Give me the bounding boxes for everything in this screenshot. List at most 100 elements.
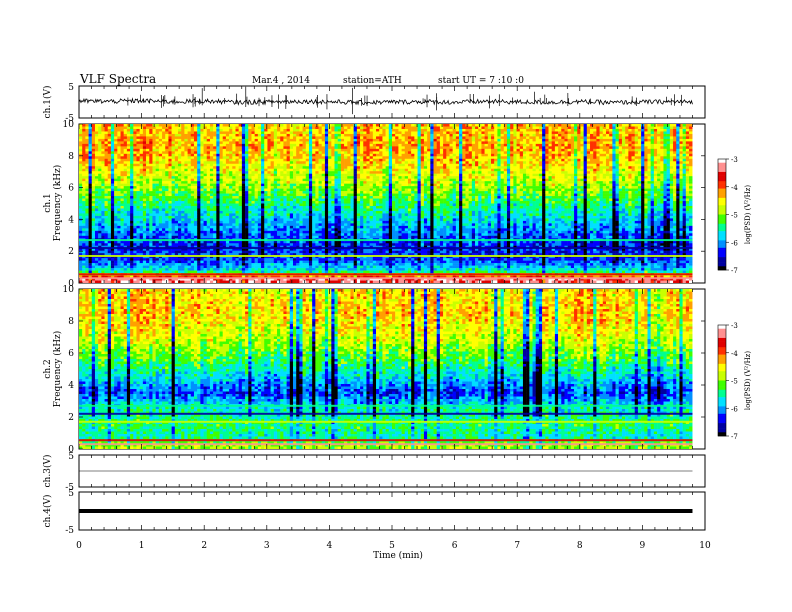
heatmap-cell — [120, 133, 124, 137]
heatmap-cell — [165, 131, 169, 135]
heatmap-cell — [289, 203, 294, 207]
heatmap-cell — [126, 248, 131, 251]
heatmap-cell — [165, 213, 169, 217]
heatmap-cell — [261, 176, 265, 179]
heatmap-cell — [251, 253, 255, 256]
heatmap-cell — [155, 156, 160, 160]
heatmap-cell — [181, 213, 185, 217]
heatmap-cell — [136, 205, 140, 209]
heatmap-cell — [225, 268, 230, 271]
heatmap-cell — [165, 208, 169, 212]
heatmap-cell — [114, 248, 118, 251]
heatmap-cell — [88, 233, 93, 237]
heatmap-cell — [235, 124, 239, 127]
heatmap-cell — [117, 181, 121, 184]
heatmap-cell — [110, 240, 115, 244]
heatmap-cell — [241, 171, 246, 174]
heatmap-cell — [184, 240, 188, 244]
heatmap-cell — [200, 198, 204, 202]
heatmap-cell — [245, 181, 249, 184]
heatmap-cell — [91, 158, 96, 162]
heatmap-cell — [79, 188, 83, 192]
heatmap-cell — [251, 191, 255, 194]
heatmap-cell — [91, 268, 96, 271]
heatmap-cell — [245, 156, 249, 160]
heatmap-cell — [238, 156, 243, 160]
heatmap-cell — [283, 210, 287, 214]
heatmap-cell — [190, 208, 195, 212]
heatmap-cell — [203, 146, 207, 150]
heatmap-cell — [98, 218, 102, 222]
heatmap-cell — [219, 268, 223, 271]
heatmap-cell — [139, 151, 144, 155]
heatmap-cell — [142, 220, 147, 224]
heatmap-cell — [120, 136, 124, 140]
heatmap-cell — [321, 223, 326, 227]
heatmap-cell — [178, 205, 182, 209]
heatmap-cell — [146, 210, 150, 214]
heatmap-cell — [136, 210, 140, 214]
heatmap-cell — [133, 260, 137, 264]
heatmap-cell — [85, 278, 89, 281]
heatmap-cell — [104, 168, 108, 172]
heatmap-cell — [241, 146, 246, 150]
heatmap-cell — [257, 168, 262, 172]
heatmap-cell — [107, 278, 112, 281]
heatmap-cell — [270, 128, 275, 132]
heatmap-cell — [88, 223, 93, 227]
heatmap-cell — [277, 168, 281, 172]
heatmap-cell — [91, 156, 96, 160]
heatmap-cell — [190, 186, 195, 189]
heatmap-cell — [136, 193, 140, 197]
heatmap-cell — [248, 248, 252, 251]
heatmap-cell — [110, 270, 115, 274]
heatmap-cell — [324, 230, 329, 234]
heatmap-cell — [101, 183, 105, 187]
heatmap-cell — [270, 131, 275, 135]
heatmap-cell — [94, 203, 99, 207]
heatmap-cell — [146, 183, 150, 187]
heatmap-cell — [155, 161, 160, 164]
heatmap-cell — [181, 198, 185, 202]
heatmap-cell — [261, 240, 265, 244]
heatmap-cell — [292, 191, 297, 194]
heatmap-cell — [104, 173, 108, 177]
heatmap-cell — [280, 146, 284, 150]
heatmap-cell — [149, 181, 153, 184]
heatmap-cell — [79, 205, 83, 209]
heatmap-cell — [213, 210, 217, 214]
heatmap-cell — [273, 280, 278, 283]
heatmap-cell — [98, 233, 102, 237]
heatmap-cell — [312, 260, 316, 264]
heatmap-cell — [171, 138, 176, 142]
heatmap-cell — [91, 233, 96, 237]
heatmap-cell — [261, 124, 265, 127]
heatmap-cell — [155, 248, 160, 251]
heatmap-cell — [280, 161, 284, 164]
heatmap-cell — [171, 136, 176, 140]
heatmap-cell — [152, 255, 156, 259]
heatmap-cell — [216, 124, 220, 127]
heatmap-cell — [171, 178, 176, 182]
heatmap-cell — [324, 138, 329, 142]
heatmap-cell — [136, 136, 140, 140]
heatmap-cell — [277, 186, 281, 189]
heatmap-cell — [158, 156, 163, 160]
heatmap-cell — [264, 280, 268, 283]
heatmap-cell — [264, 225, 268, 229]
heatmap-cell — [232, 148, 236, 152]
heatmap-cell — [299, 213, 303, 217]
heatmap-cell — [235, 188, 239, 192]
heatmap-cell — [216, 228, 220, 232]
heatmap-cell — [197, 196, 201, 199]
heatmap-cell — [184, 198, 188, 202]
heatmap-cell — [248, 263, 252, 266]
heatmap-cell — [155, 173, 160, 177]
heatmap-cell — [257, 223, 262, 227]
heatmap-cell — [222, 253, 227, 256]
heatmap-cell — [324, 243, 329, 246]
heatmap-cell — [312, 213, 316, 217]
heatmap-cell — [120, 201, 124, 204]
heatmap-cell — [277, 213, 281, 217]
heatmap-cell — [88, 263, 93, 266]
